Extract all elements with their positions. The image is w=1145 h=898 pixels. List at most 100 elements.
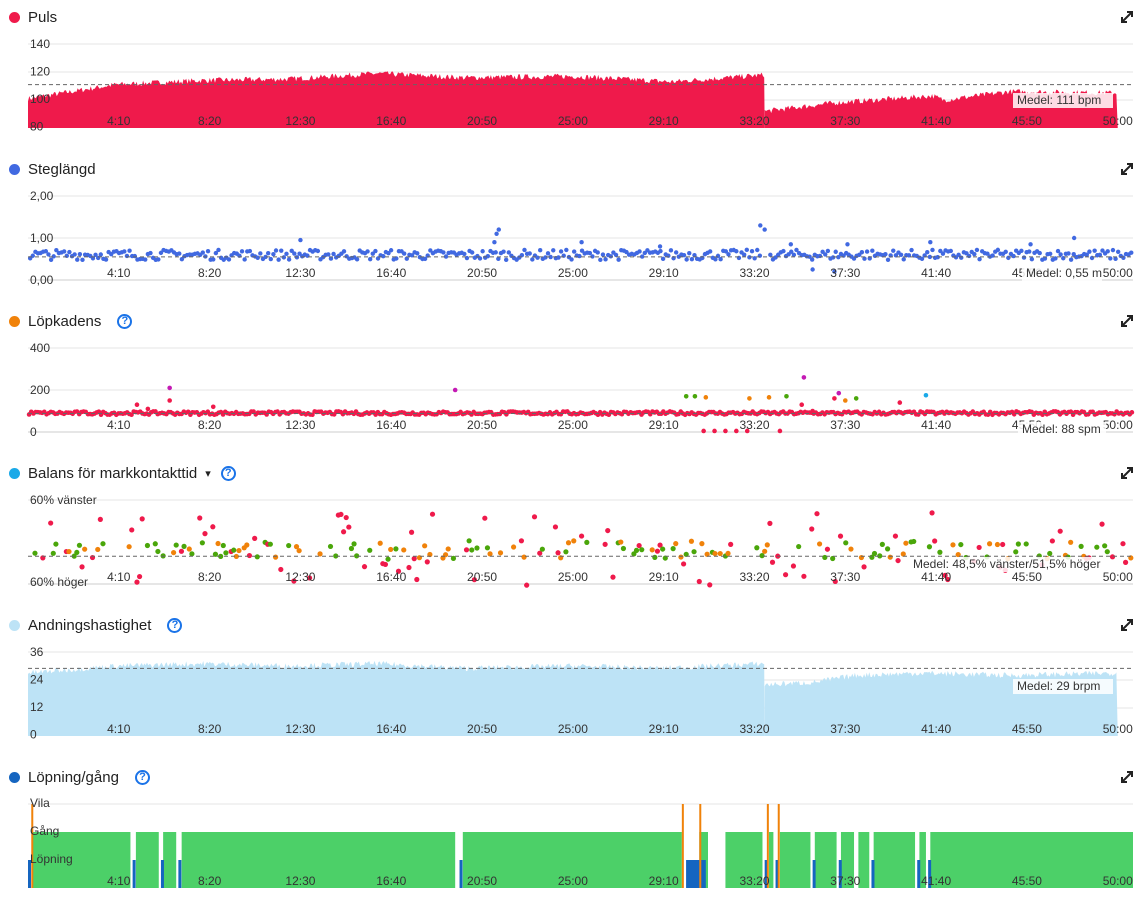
x-tick-label: 16:40 (376, 874, 406, 888)
data-point (497, 550, 504, 556)
data-point (530, 257, 535, 262)
data-point (691, 549, 697, 555)
gang-block (181, 832, 456, 888)
data-point (122, 249, 127, 254)
data-point (782, 572, 789, 578)
data-point (945, 576, 951, 583)
data-point (712, 550, 718, 557)
data-point (833, 249, 838, 254)
lopning-title: Löpning/gång (28, 768, 119, 786)
chevron-down-icon[interactable]: ▾ (205, 467, 211, 480)
data-point (466, 538, 472, 544)
data-point (1021, 255, 1027, 260)
data-point (213, 250, 219, 256)
data-point (381, 253, 386, 259)
expand-icon[interactable] (1120, 466, 1134, 480)
data-point (654, 548, 661, 554)
data-point (903, 540, 909, 546)
help-icon[interactable]: ? (167, 617, 183, 633)
expand-icon[interactable] (1120, 314, 1134, 328)
expand-icon[interactable] (1120, 162, 1134, 176)
data-point (692, 253, 697, 258)
x-tick-label: 50:00 (1103, 874, 1133, 888)
data-point (909, 247, 914, 253)
help-icon[interactable]: ? (134, 769, 150, 785)
x-tick-label: 29:10 (649, 418, 679, 432)
data-point (670, 546, 676, 552)
data-point (1019, 248, 1024, 254)
x-tick-label: 8:20 (198, 874, 222, 888)
data-point (422, 256, 428, 262)
x-tick-label: 33:20 (739, 418, 769, 432)
x-tick-label: 25:00 (558, 418, 588, 432)
data-point (762, 548, 768, 554)
data-point (891, 248, 896, 253)
x-tick-label: 37:30 (830, 874, 860, 888)
data-point (726, 252, 731, 257)
data-point (74, 549, 80, 556)
data-point (265, 250, 271, 256)
data-point (354, 553, 360, 559)
x-tick-label: 12:30 (285, 418, 315, 432)
data-point (1055, 248, 1061, 254)
x-tick-label: 4:10 (107, 722, 131, 736)
data-point (510, 544, 517, 550)
gang-block (814, 832, 837, 888)
data-point (233, 553, 239, 560)
data-point (543, 255, 548, 260)
data-point (158, 250, 164, 256)
x-tick-label: 8:20 (198, 266, 222, 280)
data-point (1053, 256, 1058, 261)
data-point (32, 550, 38, 556)
data-point (51, 254, 56, 259)
data-point (791, 252, 797, 258)
data-point (837, 533, 844, 539)
data-point (535, 255, 540, 260)
data-point (687, 250, 692, 256)
data-point (263, 254, 268, 260)
data-point (595, 250, 600, 255)
data-point (341, 249, 347, 254)
data-point (485, 253, 491, 259)
x-tick-label: 25:00 (558, 114, 588, 128)
puls-title: Puls (28, 8, 58, 26)
steglangd-header: Steglängd (9, 158, 96, 180)
average-label: Medel: 111 bpm (1017, 93, 1101, 107)
data-point (173, 542, 179, 548)
expand-icon[interactable] (1120, 618, 1134, 632)
data-point (769, 559, 776, 565)
data-point (1023, 541, 1029, 547)
x-tick-label: 41:40 (921, 114, 951, 128)
data-point (134, 579, 140, 585)
data-point (539, 546, 545, 552)
help-icon[interactable]: ? (220, 465, 236, 481)
data-point (50, 550, 56, 556)
data-point (563, 549, 569, 555)
x-tick-label: 37:30 (830, 722, 860, 736)
data-point (1105, 249, 1110, 254)
data-point (200, 250, 205, 255)
data-point (707, 582, 713, 588)
data-point (518, 538, 525, 544)
data-point (494, 231, 499, 236)
expand-icon[interactable] (1120, 770, 1134, 784)
data-point (404, 256, 409, 261)
expand-icon[interactable] (1120, 10, 1134, 24)
data-point (144, 542, 151, 549)
data-point (930, 247, 935, 253)
data-point (571, 538, 577, 544)
help-icon[interactable]: ? (117, 313, 133, 329)
data-point (558, 249, 564, 254)
data-point (244, 542, 250, 548)
x-tick-label: 41:40 (921, 266, 951, 280)
average-label-bg (909, 557, 1109, 572)
data-point (853, 396, 859, 401)
data-point (587, 250, 593, 256)
x-tick-label: 41:40 (921, 418, 951, 432)
puls-header: Puls (9, 6, 57, 28)
data-point (639, 254, 645, 259)
data-point (578, 533, 585, 539)
data-point (1029, 256, 1035, 262)
y-tick-label: 2,00 (30, 189, 54, 203)
data-point (950, 542, 956, 548)
